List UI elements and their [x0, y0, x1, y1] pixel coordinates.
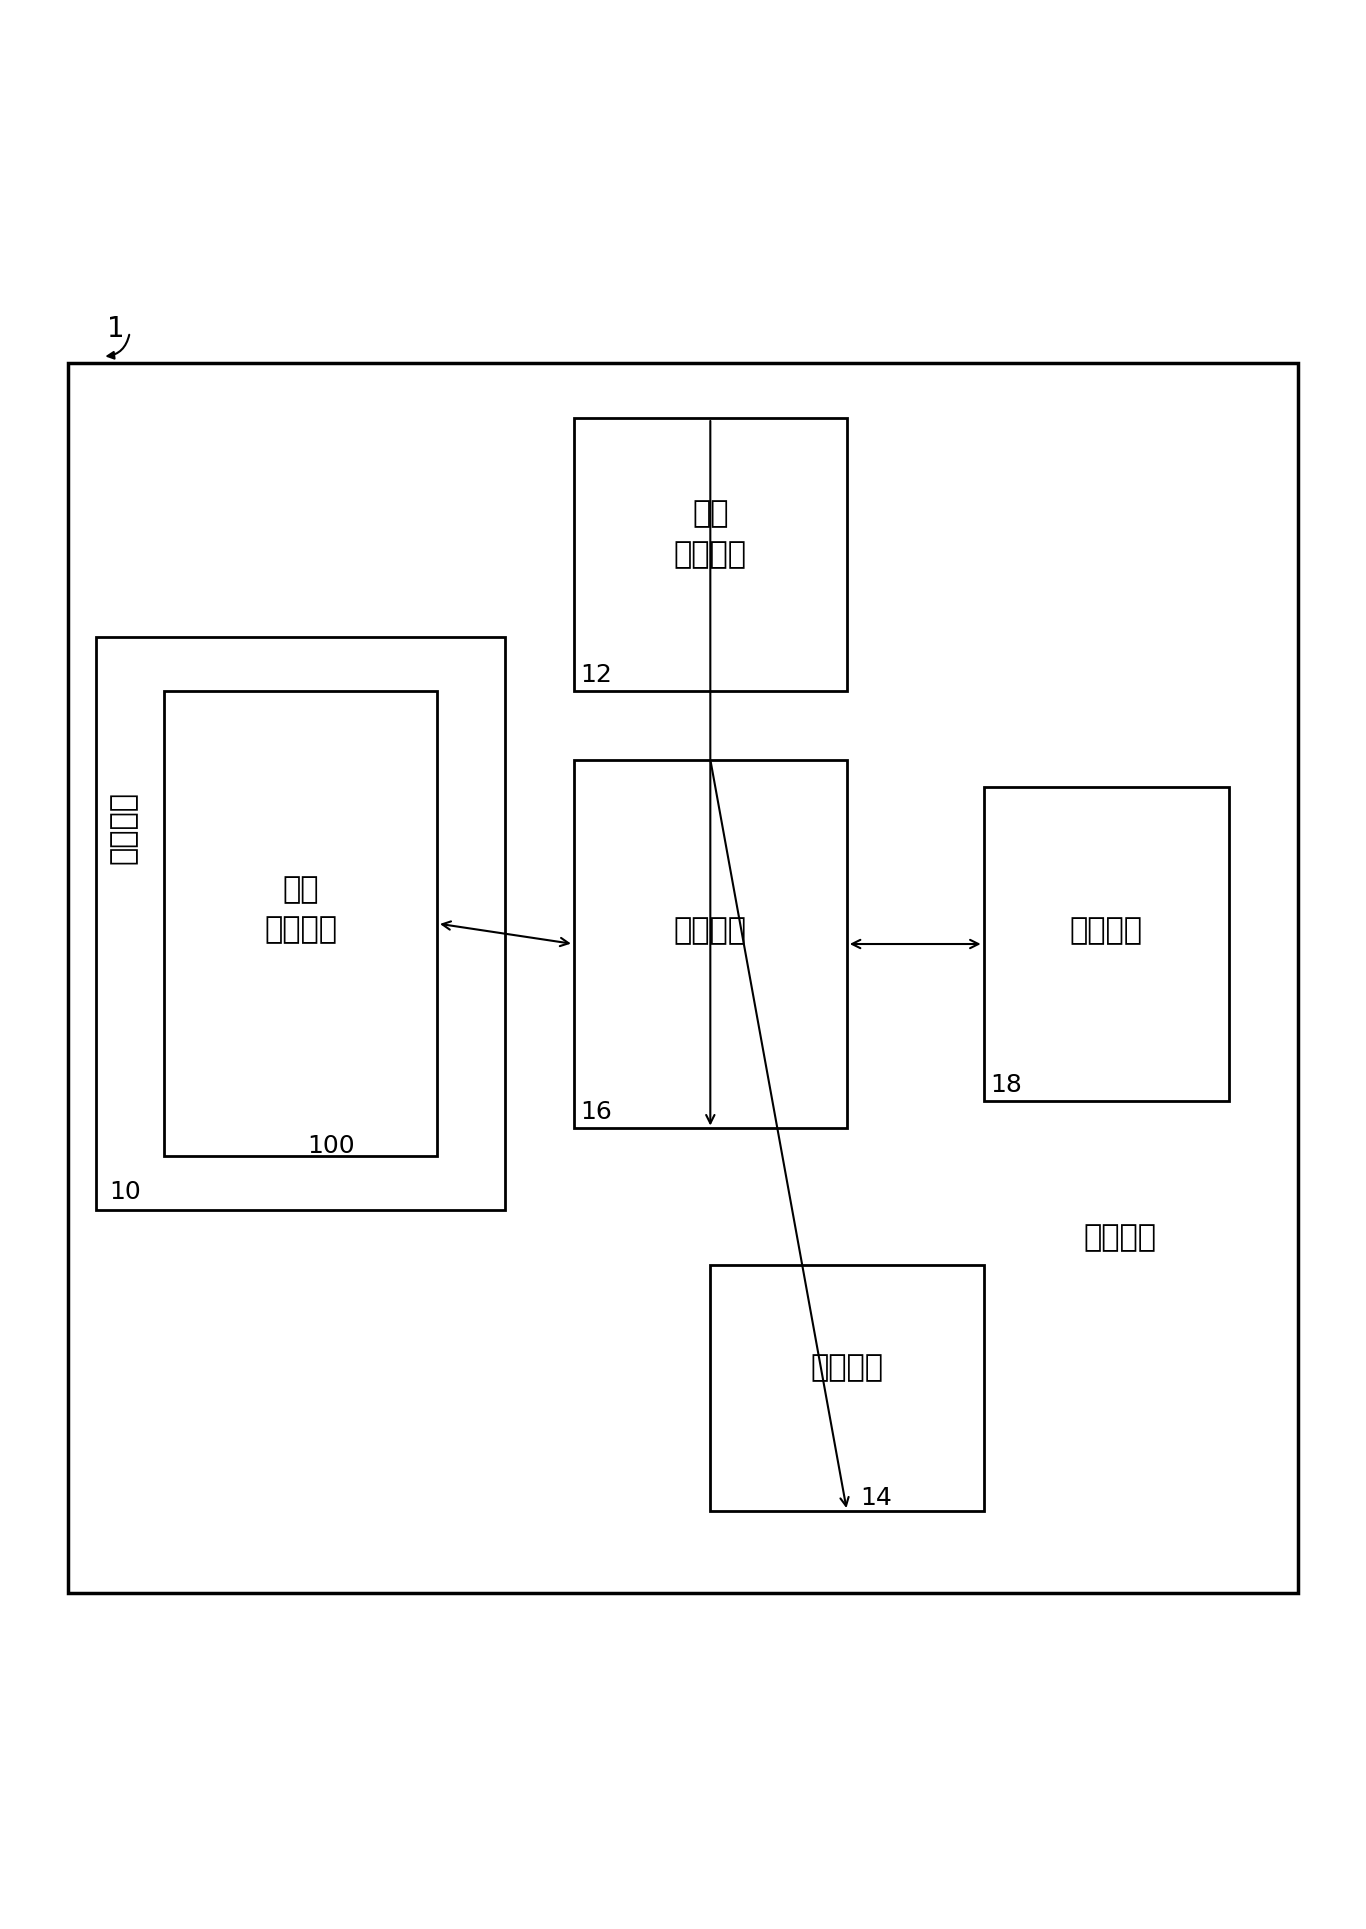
Text: 振动
测试算法: 振动 测试算法 — [264, 876, 337, 945]
Text: 1: 1 — [108, 314, 124, 343]
Text: 显示单元: 显示单元 — [810, 1352, 884, 1381]
FancyBboxPatch shape — [96, 637, 505, 1209]
FancyBboxPatch shape — [984, 787, 1229, 1101]
FancyBboxPatch shape — [164, 691, 437, 1155]
Text: 振动单元: 振动单元 — [1070, 916, 1143, 945]
Text: 记忆单元: 记忆单元 — [108, 791, 138, 864]
Text: 处理单元: 处理单元 — [673, 916, 747, 945]
FancyBboxPatch shape — [710, 1265, 984, 1510]
Text: 电子装置: 电子装置 — [1083, 1223, 1157, 1252]
FancyBboxPatch shape — [574, 760, 847, 1128]
FancyBboxPatch shape — [574, 419, 847, 691]
FancyBboxPatch shape — [68, 363, 1298, 1593]
Text: 振动
感测单元: 振动 感测单元 — [673, 500, 747, 569]
Text: 18: 18 — [990, 1073, 1022, 1098]
Text: 10: 10 — [109, 1179, 141, 1204]
Text: 16: 16 — [581, 1100, 612, 1125]
Text: 14: 14 — [861, 1485, 892, 1510]
Text: 12: 12 — [581, 664, 612, 687]
Text: 100: 100 — [307, 1134, 355, 1159]
